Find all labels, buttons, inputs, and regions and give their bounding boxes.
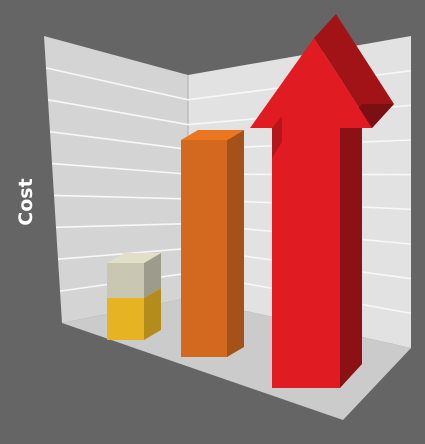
bar-3-arrow <box>250 14 394 388</box>
arrow-shaft-side <box>340 104 362 388</box>
gridline-back <box>55 222 189 229</box>
bar-2-front <box>181 140 227 357</box>
bar-2-side <box>227 130 244 357</box>
arrow-head-side <box>314 14 394 128</box>
bar-1-stacked <box>107 253 161 340</box>
arrow-inner-shade <box>272 116 282 158</box>
bar-1-segment-2-front <box>107 263 144 298</box>
gridline-back <box>53 194 189 200</box>
gridline-back <box>51 162 189 175</box>
y-axis-label-container: Cost <box>8 170 44 234</box>
gridline-back <box>49 130 189 151</box>
bar-2 <box>181 130 244 357</box>
gridline-back <box>45 67 189 101</box>
bar-2-top <box>181 130 244 140</box>
bar-1-segment-1-front <box>107 298 144 340</box>
bar-1-segment-1-side <box>144 288 161 340</box>
bar-1-segment-2-side <box>144 253 161 298</box>
chart-bars <box>107 14 394 388</box>
gridline-back <box>47 98 189 126</box>
bar-1-segment-2-top <box>107 253 161 263</box>
y-axis-label: Cost <box>15 178 37 226</box>
